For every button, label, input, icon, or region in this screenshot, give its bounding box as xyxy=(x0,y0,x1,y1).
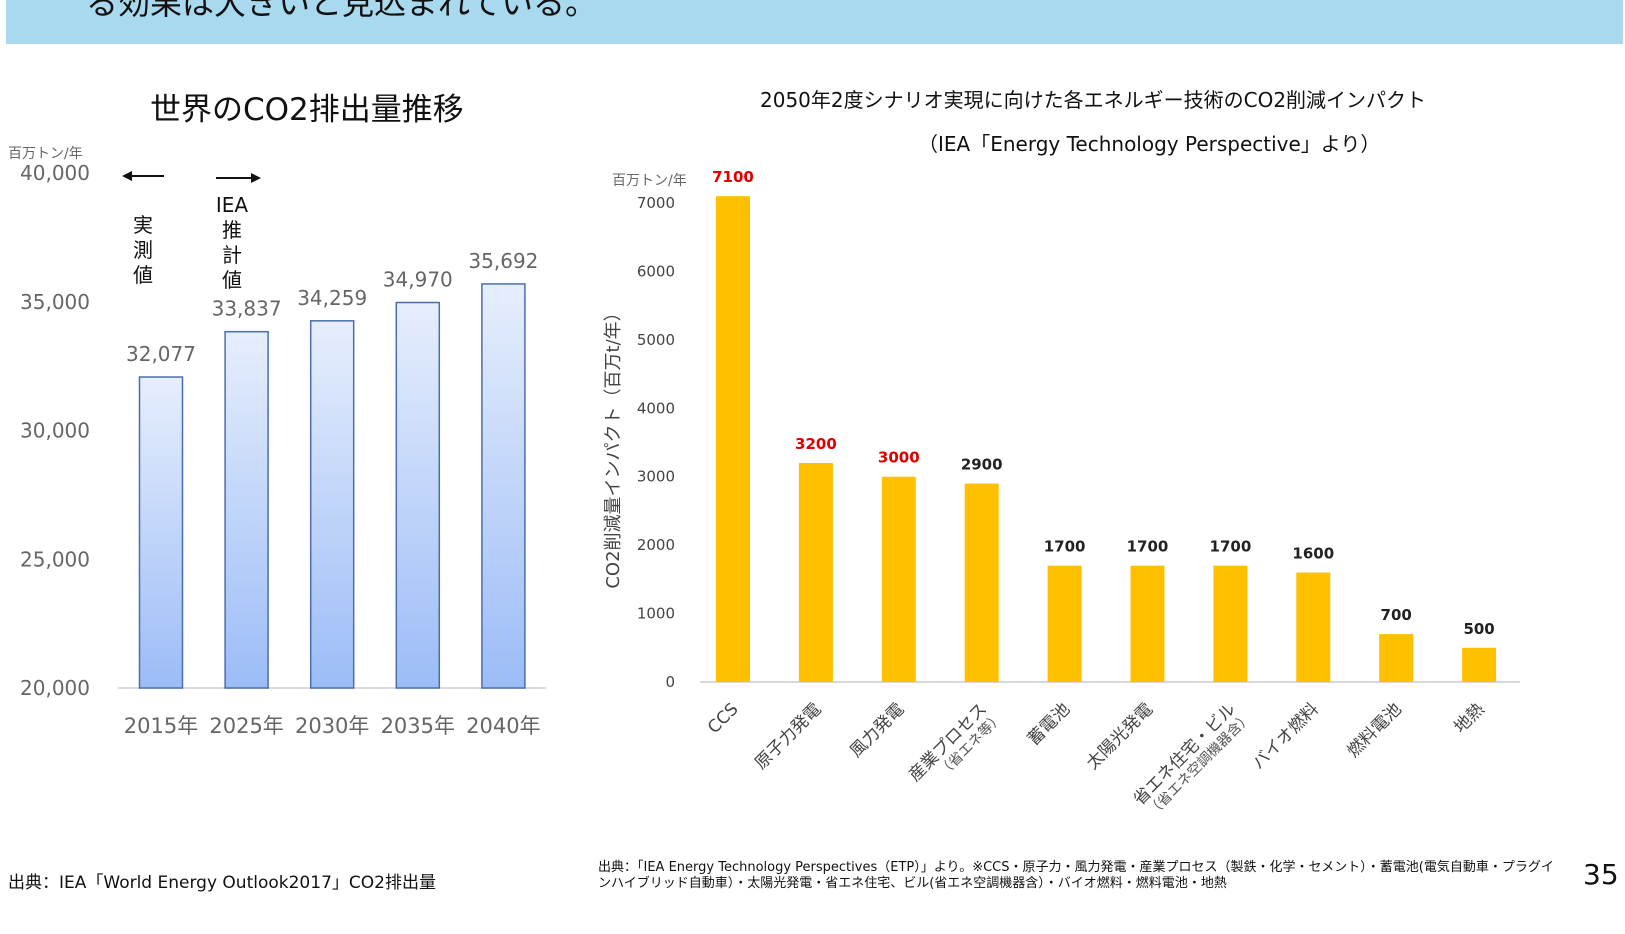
right-bar xyxy=(1130,565,1165,682)
right-chart-title: 2050年2度シナリオ実現に向けた各エネルギー技術のCO2削減インパクト xyxy=(760,88,1427,112)
right-y-tick-label: 4000 xyxy=(637,399,675,417)
banner-text: る効果は大きいと見込まれている。 xyxy=(86,0,598,22)
iea-estimate-note-char: 推 xyxy=(222,218,242,242)
right-bar xyxy=(1047,565,1082,682)
left-x-tick-label: 2035年 xyxy=(381,714,455,738)
left-x-tick-label: 2015年 xyxy=(124,714,198,738)
right-bar xyxy=(716,196,750,682)
right-bar xyxy=(964,483,999,682)
left-y-tick-label: 35,000 xyxy=(20,290,90,314)
right-y-tick-label: 2000 xyxy=(637,536,675,554)
right-y-tick-label: 1000 xyxy=(637,605,675,623)
source-left: 出典：IEA「World Energy Outlook2017」CO2排出量 xyxy=(8,873,436,893)
left-y-tick-label: 20,000 xyxy=(20,676,90,700)
right-bar-value-label: 1600 xyxy=(1292,545,1334,563)
measured-note: 実 測 値 xyxy=(130,213,156,288)
right-bar-value-label: 2900 xyxy=(961,456,1003,474)
right-bar xyxy=(1462,647,1497,682)
right-x-tick-label: 蓄電池 xyxy=(1024,699,1074,749)
left-bar-value-label: 35,692 xyxy=(468,249,538,273)
right-x-tick-label: 風力発電 xyxy=(846,699,908,761)
top-banner: る効果は大きいと見込まれている。 xyxy=(6,0,1623,44)
left-bar xyxy=(481,283,526,689)
iea-estimate-note: IEA 推 計 値 xyxy=(208,193,256,293)
left-bar xyxy=(138,376,184,689)
left-chart-title: 世界のCO2排出量推移 xyxy=(150,92,464,128)
left-bar-value-label: 32,077 xyxy=(126,342,196,366)
left-bar xyxy=(309,320,355,689)
right-x-tick-label: 原子力発電 xyxy=(751,699,825,773)
right-y-tick-label: 7000 xyxy=(637,194,675,212)
right-bar-value-label: 7100 xyxy=(712,168,754,186)
measured-note-char: 実 xyxy=(133,213,153,237)
right-chart-subtitle: （IEA「Energy Technology Perspective」より） xyxy=(918,132,1381,156)
left-bar xyxy=(224,330,269,689)
left-y-tick-label: 30,000 xyxy=(20,419,90,443)
right-bar-value-label: 1700 xyxy=(1044,538,1086,556)
left-x-tick-label: 2030年 xyxy=(295,714,369,738)
iea-estimate-note-char: 計 xyxy=(222,243,242,267)
arrow-right-icon xyxy=(216,173,261,183)
iea-estimate-note-char: 値 xyxy=(222,268,242,292)
right-x-tick-label: 太陽光発電 xyxy=(1083,699,1157,773)
right-y-tick-label: 0 xyxy=(665,673,675,691)
left-y-tick-label: 40,000 xyxy=(20,161,90,185)
measured-note-char: 測 xyxy=(133,238,153,262)
right-bar-value-label: 1700 xyxy=(1210,538,1252,556)
right-bar-chart: 0 1000 2000 3000 4000 5000 6000 7000 CO2削減量インパクト… xyxy=(603,168,1520,820)
left-x-tick-label: 2025年 xyxy=(209,714,283,738)
right-bar xyxy=(1379,634,1414,682)
right-bar xyxy=(1296,572,1331,682)
arrow-left-icon xyxy=(122,171,164,181)
right-bar xyxy=(798,463,833,682)
left-bar-value-label: 33,837 xyxy=(212,297,282,321)
right-bar xyxy=(1213,565,1248,682)
left-bar xyxy=(395,301,441,689)
source-right: 出典：「IEA Energy Technology Perspectives（E… xyxy=(598,860,1554,891)
iea-estimate-note-char: IEA xyxy=(215,193,249,217)
right-y-axis-label: CO2削減量インパクト（百万t/年） xyxy=(603,303,624,588)
right-x-tick-label: 地熱 xyxy=(1450,699,1488,737)
left-bar-value-label: 34,259 xyxy=(297,286,367,310)
right-bar xyxy=(881,476,916,682)
right-x-tick-label: 燃料電池 xyxy=(1344,699,1406,761)
right-y-tick-label: 6000 xyxy=(637,262,675,280)
right-chart-unit: 百万トン/年 xyxy=(612,173,687,189)
left-y-tick-label: 25,000 xyxy=(20,547,90,571)
right-x-tick-label: CCS xyxy=(704,699,743,738)
right-bar-value-label: 700 xyxy=(1381,606,1412,624)
left-bar-chart: 20,000 25,000 30,000 35,000 40,000 32,077 2015… xyxy=(20,161,546,738)
left-bar-value-label: 34,970 xyxy=(383,268,453,292)
right-y-tick-label: 3000 xyxy=(637,468,675,486)
left-chart-unit: 百万トン/年 xyxy=(8,146,83,162)
right-bar-value-label: 3000 xyxy=(878,449,920,467)
right-bar-value-label: 3200 xyxy=(795,435,837,453)
right-y-tick-label: 5000 xyxy=(637,331,675,349)
right-bar-value-label: 500 xyxy=(1463,620,1494,638)
right-bar-value-label: 1700 xyxy=(1127,538,1169,556)
right-x-tick-label: バイオ燃料 xyxy=(1249,699,1323,773)
left-x-tick-label: 2040年 xyxy=(466,714,540,738)
page-number: 35 xyxy=(1583,858,1619,891)
measured-note-char: 値 xyxy=(133,263,153,287)
